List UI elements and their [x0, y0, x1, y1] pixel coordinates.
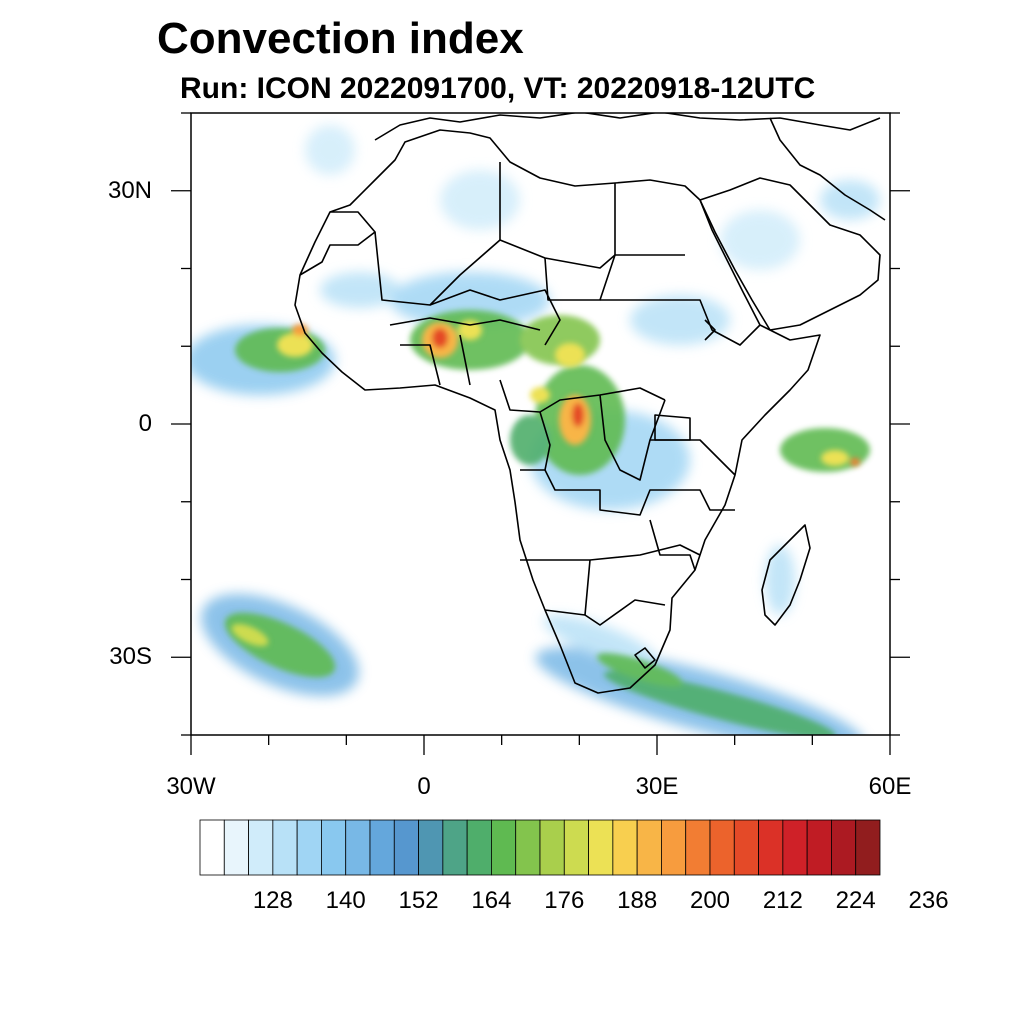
- colorbar-swatch: [418, 819, 444, 876]
- colorbar-swatch: [466, 819, 492, 876]
- lon-tick-label: 30E: [635, 773, 679, 800]
- colorbar-label: 224: [835, 887, 876, 914]
- lat-tick-label: 30N: [107, 176, 152, 204]
- colorbar-swatch: [345, 819, 371, 876]
- lon-tick-label: 30W: [166, 773, 216, 800]
- colorbar-label: 188: [617, 887, 658, 914]
- colorbar-swatch: [733, 819, 759, 876]
- colorbar-label: 140: [325, 887, 366, 914]
- colorbar-swatch: [296, 819, 322, 876]
- africa-coastline: [294, 129, 821, 694]
- colorbar-swatch: [758, 819, 784, 876]
- colorbar-swatch: [782, 819, 808, 876]
- colorbar-label: 200: [689, 887, 731, 914]
- colorbar-swatch: [685, 819, 711, 876]
- lat-tick-label: 0: [138, 410, 152, 437]
- colorbar-swatch: [806, 819, 832, 876]
- colorbar-label: 236: [908, 887, 949, 914]
- colorbar-swatch: [199, 819, 225, 876]
- colorbar-swatch: [272, 819, 298, 876]
- colorbar: [199, 819, 881, 876]
- colorbar-label: 212: [762, 887, 803, 914]
- colorbar-swatch: [369, 819, 395, 876]
- colorbar-swatch: [491, 819, 517, 876]
- colorbar-swatch: [855, 819, 881, 876]
- europe-coastline: [374, 113, 881, 141]
- plot-title: Convection index: [157, 14, 524, 63]
- colorbar-swatch: [539, 819, 565, 876]
- colorbar-label: 164: [471, 887, 512, 914]
- colorbar-swatch: [393, 819, 419, 876]
- colorbar-swatch: [563, 819, 589, 876]
- convection-field: [191, 125, 880, 735]
- colorbar-swatch: [661, 819, 687, 876]
- lon-tick-label: 60E: [868, 773, 912, 800]
- colorbar-swatch: [248, 819, 274, 876]
- lon-tick-label: 0: [417, 773, 431, 800]
- madagascar-coastline: [761, 524, 811, 626]
- plot-subtitle: Run: ICON 2022091700, VT: 20220918-12UTC: [180, 72, 816, 105]
- colorbar-label: 176: [544, 887, 585, 914]
- colorbar-label: 152: [398, 887, 439, 914]
- colorbar-swatch: [442, 819, 468, 876]
- colorbar-swatch: [515, 819, 541, 876]
- colorbar-swatch: [321, 819, 347, 876]
- arabia-coastline: [699, 177, 881, 331]
- axis-ticks: [171, 112, 910, 755]
- colorbar-swatch: [709, 819, 735, 876]
- colorbar-swatch: [223, 819, 249, 876]
- coastlines-borders: [294, 113, 886, 694]
- colorbar-swatch: [636, 819, 662, 876]
- lat-tick-label: 30S: [109, 643, 152, 671]
- colorbar-swatch: [612, 819, 638, 876]
- colorbar-swatch: [831, 819, 857, 876]
- colorbar-label: 128: [252, 887, 293, 914]
- colorbar-swatch: [588, 819, 614, 876]
